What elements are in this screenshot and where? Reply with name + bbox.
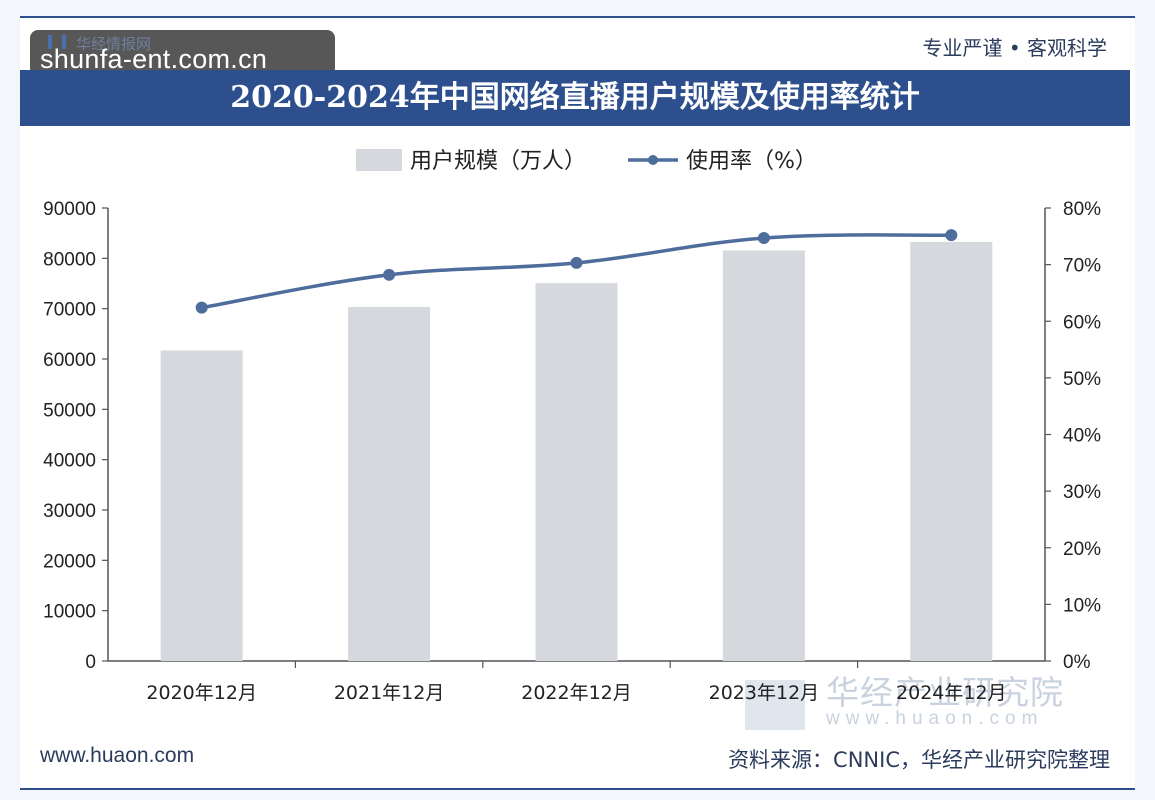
y-left-tick-label: 50000 — [43, 400, 96, 421]
bar — [160, 350, 243, 661]
usage-rate-point — [383, 268, 396, 281]
watermark-url: www.huaon.com — [826, 708, 1044, 729]
y-left-tick-label: 20000 — [43, 551, 96, 572]
x-tick-label: 2024年12月 — [896, 682, 1007, 704]
y-right-tick-label: 0% — [1063, 652, 1091, 673]
y-left-tick-label: 90000 — [43, 199, 96, 220]
usage-rate-point — [570, 256, 583, 269]
usage-rate-point — [757, 232, 770, 245]
x-tick-label: 2022年12月 — [521, 682, 632, 704]
y-right-tick-label: 30% — [1063, 482, 1101, 503]
legend-line-label: 使用率（%） — [686, 149, 817, 174]
bar — [535, 283, 618, 661]
y-right-tick-label: 60% — [1063, 312, 1101, 333]
y-right-tick-label: 80% — [1063, 199, 1101, 220]
y-left-tick-label: 60000 — [43, 350, 96, 371]
y-left-tick-label: 70000 — [43, 300, 96, 321]
y-right-tick-label: 50% — [1063, 369, 1101, 390]
y-left-tick-label: 0 — [85, 652, 96, 673]
usage-rate-point — [945, 229, 958, 242]
y-right-tick-label: 10% — [1063, 595, 1101, 616]
bar — [910, 241, 993, 661]
watermark-logo-icon — [745, 680, 805, 730]
y-left-tick-label: 10000 — [43, 602, 96, 623]
footer-website: www.huaon.com — [40, 744, 195, 767]
y-left-tick-label: 40000 — [43, 451, 96, 472]
y-right-tick-label: 20% — [1063, 539, 1101, 560]
watermark-name: 华经产业研究院 — [826, 673, 1064, 712]
bar — [348, 306, 431, 661]
legend-bar-label: 用户规模（万人） — [410, 149, 586, 174]
x-tick-label: 2021年12月 — [334, 682, 445, 704]
usage-rate-point — [195, 301, 208, 314]
footer-source: 资料来源：CNNIC，华经产业研究院整理 — [728, 748, 1110, 772]
x-tick-label: 2020年12月 — [146, 682, 257, 704]
y-right-tick-label: 40% — [1063, 426, 1101, 447]
y-left-tick-label: 30000 — [43, 501, 96, 522]
x-tick-label: 2023年12月 — [709, 682, 820, 704]
tagline: 专业严谨 • 客观科学 — [922, 36, 1107, 60]
chart-title: 2020-2024年中国网络直播用户规模及使用率统计 — [20, 70, 1130, 126]
site-watermark-banner: 华经情报网 shunfa-ent.com.cn — [30, 30, 335, 76]
logo-text: 华经情报网 — [76, 35, 152, 53]
legend-bar-swatch — [356, 149, 402, 171]
bar — [722, 250, 805, 662]
y-right-tick-label: 70% — [1063, 256, 1101, 277]
legend-line-marker — [648, 155, 658, 165]
logo-icon — [48, 35, 66, 49]
site-watermark-url: shunfa-ent.com.cn — [40, 44, 268, 74]
y-left-tick-label: 80000 — [43, 249, 96, 270]
